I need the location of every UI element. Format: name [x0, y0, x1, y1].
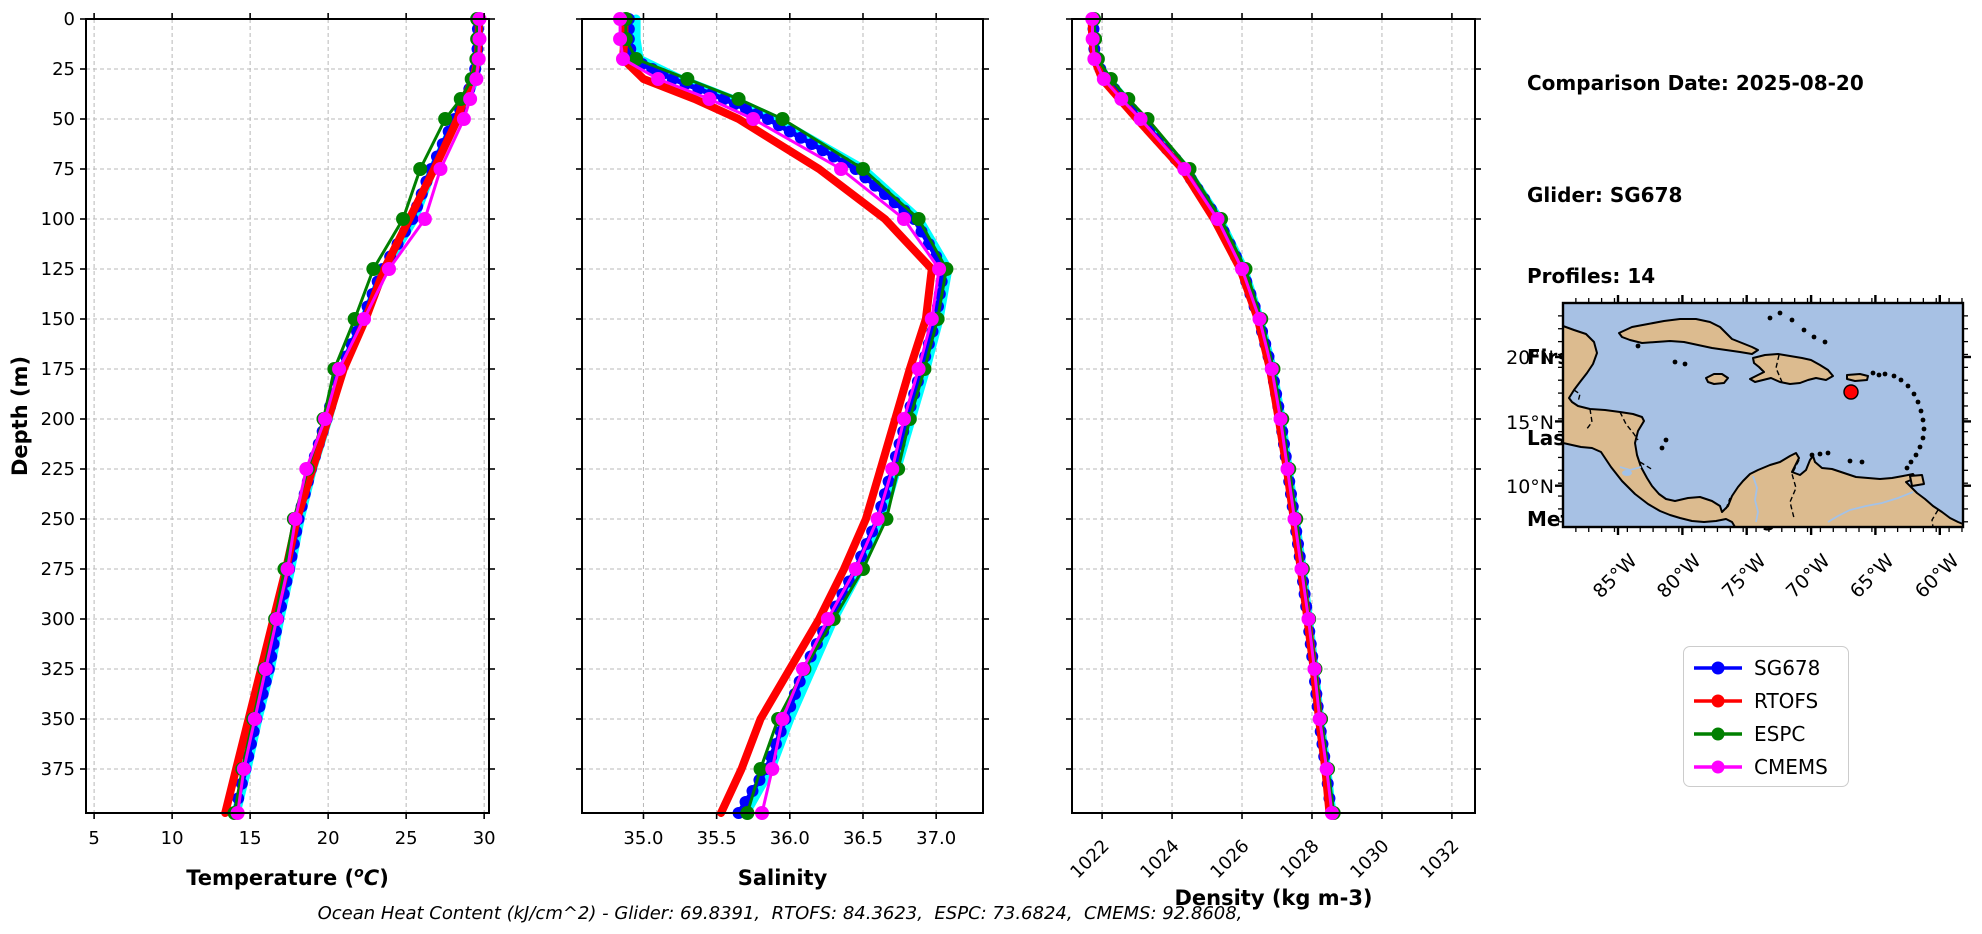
- svg-text:1026: 1026: [1206, 836, 1253, 883]
- svg-text:350: 350: [41, 709, 75, 730]
- map-frame: [1561, 301, 1965, 529]
- svg-text:125: 125: [41, 259, 75, 280]
- svg-text:35.5: 35.5: [697, 828, 737, 849]
- series-ESPC: [1092, 17, 1336, 815]
- svg-text:1028: 1028: [1276, 836, 1323, 883]
- map-lon-label: 85°W: [1589, 550, 1642, 603]
- map-lon-label: 70°W: [1782, 550, 1835, 603]
- svg-text:1022: 1022: [1066, 836, 1113, 883]
- svg-text:0: 0: [64, 9, 75, 30]
- country-borders: [1573, 354, 1939, 528]
- svg-text:Depth (m): Depth (m): [8, 356, 32, 476]
- svg-text:5: 5: [88, 828, 99, 849]
- location-map: 20°N 15°N 10°N 85°W 80°W 75°W 70°W 65°W …: [1506, 295, 1971, 603]
- svg-text:375: 375: [41, 759, 75, 780]
- legend-label: RTOFS: [1754, 688, 1819, 713]
- map-lat-label: 15°N: [1506, 412, 1554, 434]
- salinity-profile-plot: 35.0 35.5 36.0 36.5 37.0 Salinity: [576, 12, 989, 890]
- glider-name-text: Glider: SG678: [1527, 183, 1683, 207]
- series-ESPC: [624, 17, 948, 815]
- svg-text:225: 225: [41, 459, 75, 480]
- svg-text:36.5: 36.5: [843, 828, 883, 849]
- legend: SG678 RTOFS ESPC CMEMS: [1683, 646, 1849, 787]
- svg-text:150: 150: [41, 309, 75, 330]
- svg-text:275: 275: [41, 559, 75, 580]
- series-SG678: [232, 16, 481, 816]
- trinidad-island: [1909, 474, 1925, 487]
- svg-text:10: 10: [161, 828, 184, 849]
- glider-location-marker: [1843, 384, 1859, 400]
- legend-line-marker-icon: [1694, 727, 1742, 740]
- svg-text:15: 15: [239, 828, 262, 849]
- legend-line-marker-icon: [1694, 760, 1742, 773]
- svg-text:Salinity: Salinity: [738, 866, 828, 890]
- series-CMEMS: [1090, 17, 1334, 815]
- svg-text:20: 20: [317, 828, 340, 849]
- svg-text:Temperature (oC): Temperature (oC): [186, 865, 389, 890]
- map-lon-label: 60°W: [1911, 550, 1964, 603]
- svg-text:100: 100: [41, 209, 75, 230]
- map-lon-label: 65°W: [1846, 550, 1899, 603]
- svg-text:30: 30: [473, 828, 496, 849]
- legend-label: ESPC: [1754, 721, 1806, 746]
- svg-text:200: 200: [41, 409, 75, 430]
- legend-item-espc: ESPC: [1692, 717, 1840, 750]
- ocean-heat-content-note: Ocean Heat Content (kJ/cm^2) - Glider: 6…: [317, 903, 1243, 924]
- series-SG678: [1090, 16, 1334, 816]
- series-ESPC: [233, 17, 479, 815]
- series-RTOFS: [619, 15, 936, 817]
- svg-text:1032: 1032: [1416, 836, 1463, 883]
- temperature-profile-plot: 5 10 15 20 25 3002550751001251501752002252502…: [8, 9, 496, 890]
- map-lon-label: 75°W: [1718, 550, 1771, 603]
- svg-text:36.0: 36.0: [770, 828, 810, 849]
- profiles-count-text: Profiles: 14: [1527, 264, 1656, 288]
- svg-text:75: 75: [52, 159, 75, 180]
- svg-text:50: 50: [52, 109, 75, 130]
- lake-nicaragua: [1622, 470, 1632, 476]
- legend-item-sg678: SG678: [1692, 651, 1840, 684]
- legend-line-marker-icon: [1694, 694, 1742, 707]
- density-profile-plot: 1022 1024 1026 1028 1030 1032 Density (kg m-3): [1066, 12, 1481, 910]
- small-islands: [1635, 310, 1927, 471]
- jamaica-island: [1705, 373, 1729, 385]
- puerto-rico-island: [1846, 373, 1869, 382]
- legend-item-cmems: CMEMS: [1692, 750, 1840, 783]
- map-tick-marks: [1555, 295, 1971, 535]
- svg-text:1024: 1024: [1136, 836, 1183, 883]
- map-lat-label: 20°N: [1506, 347, 1554, 369]
- series-glider-raw-profiles: [1088, 14, 1337, 818]
- svg-text:37.0: 37.0: [916, 828, 956, 849]
- hispaniola-island: [1749, 353, 1834, 385]
- svg-text:175: 175: [41, 359, 75, 380]
- series-RTOFS: [1087, 15, 1334, 817]
- svg-text:325: 325: [41, 659, 75, 680]
- map-land-shapes: [1562, 318, 1964, 528]
- svg-text:300: 300: [41, 609, 75, 630]
- series-CMEMS: [618, 17, 941, 815]
- svg-text:250: 250: [41, 509, 75, 530]
- svg-text:Density (kg m-3): Density (kg m-3): [1174, 886, 1372, 910]
- central-south-america-landmass: [1562, 325, 1964, 528]
- legend-line-marker-icon: [1694, 661, 1742, 674]
- map-lon-label: 80°W: [1653, 550, 1706, 603]
- svg-text:35.0: 35.0: [623, 828, 663, 849]
- svg-text:25: 25: [52, 59, 75, 80]
- legend-label: SG678: [1754, 655, 1821, 680]
- map-lat-label: 10°N: [1506, 476, 1554, 498]
- cuba-island: [1618, 318, 1759, 355]
- legend-item-rtofs: RTOFS: [1692, 684, 1840, 717]
- comparison-date-text: Comparison Date: 2025-08-20: [1527, 71, 1864, 95]
- svg-text:1030: 1030: [1346, 836, 1393, 883]
- rivers: [1619, 466, 1914, 523]
- svg-text:25: 25: [395, 828, 418, 849]
- legend-label: CMEMS: [1754, 754, 1828, 779]
